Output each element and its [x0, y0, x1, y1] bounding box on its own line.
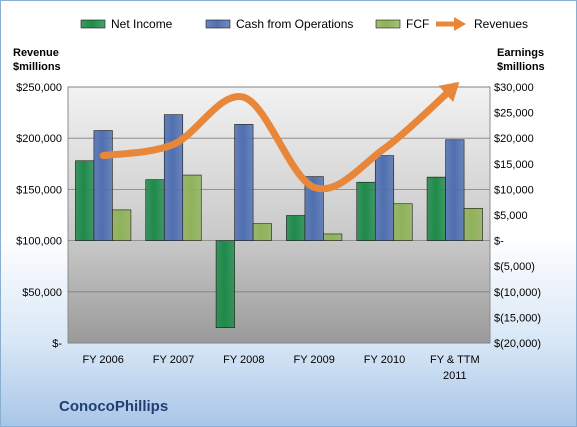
category-label: FY 2009	[293, 354, 334, 366]
cash-from-operations-bar	[304, 176, 324, 241]
legend-revenues-arrowhead	[454, 17, 466, 31]
net-income-bar	[75, 160, 95, 241]
left-axis-title: $millions	[13, 61, 61, 73]
left-tick-label: $-	[52, 338, 62, 350]
cash-from-operations-bar	[445, 139, 465, 241]
legend-cash-from-operations-swatch	[205, 19, 231, 29]
right-tick-label: $20,000	[494, 133, 534, 145]
cash-from-operations-bar	[374, 155, 395, 241]
category-label: FY 2006	[82, 354, 123, 366]
left-tick-label: $100,000	[16, 236, 62, 248]
right-tick-label: $(15,000)	[494, 312, 541, 324]
cash-from-operations-bar	[163, 114, 184, 241]
cash-from-operations-bar	[234, 124, 254, 241]
net-income-bar	[356, 181, 376, 241]
legend-cash-from-operations-label: Cash from Operations	[236, 17, 353, 31]
legend-revenues-label: Revenues	[474, 17, 528, 31]
left-tick-label: $200,000	[16, 133, 62, 145]
legend-net-income-label: Net Income	[111, 17, 173, 31]
right-tick-label: $5,000	[494, 210, 528, 222]
cash-from-operations-bar	[93, 130, 113, 241]
plot-area	[67, 86, 491, 344]
category-label: FY 2010	[364, 354, 405, 366]
fcf-bar	[463, 208, 483, 241]
fcf-bar	[112, 209, 132, 241]
right-tick-label: $-	[494, 236, 504, 248]
left-tick-label: $50,000	[22, 287, 62, 299]
right-tick-label: $10,000	[494, 184, 534, 196]
net-income-bar	[286, 215, 306, 241]
right-tick-label: $(10,000)	[494, 287, 541, 299]
category-label: FY & TTM	[430, 354, 480, 366]
left-tick-label: $250,000	[16, 82, 62, 94]
left-axis-title: Revenue	[13, 47, 59, 59]
right-tick-label: $15,000	[494, 159, 534, 171]
net-income-bar	[145, 179, 165, 241]
right-axis-title: $millions	[497, 61, 545, 73]
fcf-bar	[323, 233, 343, 241]
fcf-bar	[393, 203, 413, 241]
net-income-bar	[215, 240, 235, 328]
legend-fcf-label: FCF	[406, 17, 429, 31]
left-tick-label: $150,000	[16, 184, 62, 196]
fcf-bar	[252, 223, 272, 241]
category-label: FY 2008	[223, 354, 264, 366]
right-tick-label: $25,000	[494, 108, 534, 120]
legend-net-income-swatch	[80, 19, 106, 29]
right-tick-label: $(20,000)	[494, 338, 541, 350]
right-tick-label: $30,000	[494, 82, 534, 94]
right-axis-title: Earnings	[497, 47, 544, 59]
revenues-line	[99, 82, 459, 193]
right-tick-label: $(5,000)	[494, 261, 535, 273]
net-income-bar	[426, 176, 446, 241]
legend-fcf-swatch	[375, 19, 401, 29]
company-name: ConocoPhillips	[59, 398, 169, 415]
category-label: FY 2007	[153, 354, 194, 366]
fcf-bar	[182, 174, 202, 241]
category-label: 2011	[443, 370, 467, 382]
revenues-arrowhead	[438, 81, 460, 103]
